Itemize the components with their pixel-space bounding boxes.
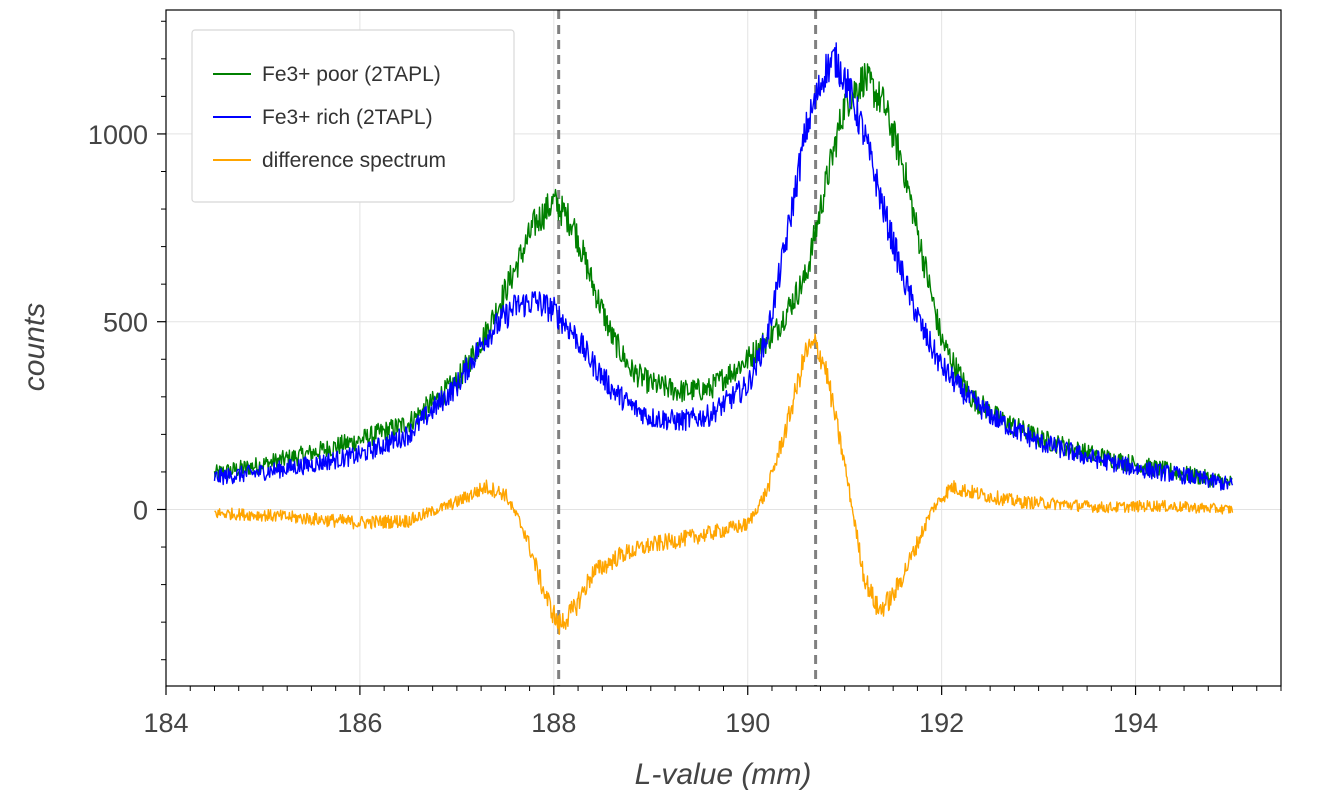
legend-label-difference: difference spectrum	[262, 149, 446, 172]
x-tick-label: 184	[143, 708, 188, 738]
x-tick-label: 192	[919, 708, 964, 738]
legend-box	[191, 29, 515, 203]
legend-label-fe3-rich: Fe3+ rich (2TAPL)	[262, 106, 433, 129]
y-tick-label: 500	[103, 308, 148, 338]
data-series	[213, 42, 1234, 635]
axis-ticks: 184 186 188 190 192 194 0 500 1000	[88, 20, 1282, 738]
x-tick-label: 194	[1113, 708, 1158, 738]
series-line-fe3-poor	[213, 63, 1233, 490]
x-tick-label: 186	[337, 708, 382, 738]
legend-label-fe3-poor: Fe3+ poor (2TAPL)	[262, 63, 441, 86]
series-line-difference	[214, 333, 1234, 635]
x-axis-title: L-value (mm)	[635, 758, 812, 791]
reference-lines	[557, 10, 818, 686]
series-line-fe3-rich	[213, 42, 1234, 491]
x-tick-label: 188	[531, 708, 576, 738]
y-axis-title: counts	[18, 303, 51, 391]
y-tick-label: 1000	[88, 120, 148, 150]
x-tick-label: 190	[725, 708, 770, 738]
y-tick-label: 0	[133, 495, 148, 525]
legend: Fe3+ poor (2TAPL) Fe3+ rich (2TAPL) diff…	[191, 29, 515, 203]
